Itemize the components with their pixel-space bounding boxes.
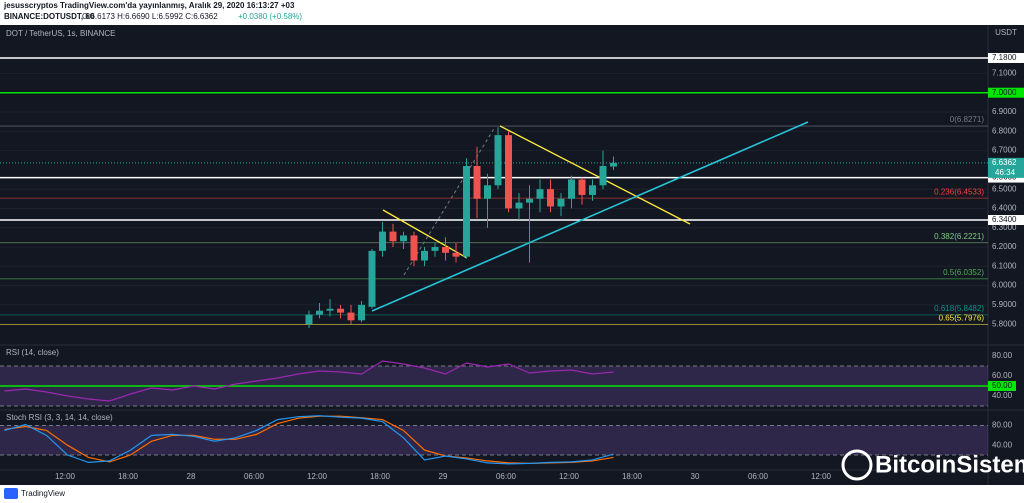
candle-body	[379, 231, 386, 251]
x-tick-label: 18:00	[118, 472, 139, 481]
candle-body	[484, 185, 491, 199]
y-tick-label: 80.00	[992, 351, 1013, 360]
x-tick-label: 30	[691, 472, 700, 481]
x-tick-label: 28	[187, 472, 196, 481]
candle-body	[316, 310, 323, 315]
stoch-title: Stoch RSI (3, 3, 14, 14, close)	[6, 413, 113, 422]
candle-body	[557, 198, 565, 207]
candle-body	[610, 162, 617, 167]
brand: TradingView	[21, 489, 65, 498]
candle-body	[515, 202, 523, 209]
y-tick-label: 6.8000	[992, 126, 1017, 135]
watermark: BitcoinSistemi	[875, 451, 1024, 478]
currency: USDT	[995, 28, 1017, 37]
candle-body	[389, 231, 397, 242]
y-tick-label: 6.7000	[992, 146, 1017, 155]
candle-body	[305, 314, 313, 325]
x-tick-label: 12:00	[559, 472, 580, 481]
candle-body	[326, 308, 334, 311]
x-tick-label: 06:00	[244, 472, 265, 481]
x-tick-label: 18:00	[622, 472, 643, 481]
trendline	[371, 121, 809, 312]
header-change: +0.0380 (+0.58%)	[238, 12, 302, 21]
candle-body	[568, 179, 575, 199]
symbol-title: DOT / TetherUS, 1s, BINANCE	[6, 29, 116, 38]
trendline	[499, 125, 691, 225]
header-symbol: BINANCE:DOTUSDT, 60	[4, 12, 95, 21]
footer	[0, 485, 1024, 503]
header-ohlc: O:6.6173 H:6.6690 L:6.5992 C:6.6362	[82, 12, 218, 21]
candle-body	[368, 250, 376, 307]
y-tick-label: 6.3000	[992, 223, 1017, 232]
level-label: 7.1800	[992, 53, 1017, 62]
price-tag	[988, 157, 1024, 178]
stoch-k	[4, 415, 614, 465]
candle-body	[578, 179, 586, 195]
y-tick-label: 6.5000	[992, 184, 1017, 193]
y-tick-label: 5.9000	[992, 300, 1017, 309]
stoch-band	[0, 425, 988, 456]
candle-body	[589, 185, 596, 195]
y-tick-label: 5.8000	[992, 319, 1017, 328]
level-label: 6.3400	[992, 215, 1017, 224]
x-tick-label: 12:00	[811, 472, 832, 481]
fib-trend	[403, 126, 496, 276]
candle-body	[347, 312, 355, 321]
candle-body	[505, 135, 512, 209]
candle-body	[599, 166, 607, 186]
trendline	[382, 209, 468, 259]
y-tick-label: 40.00	[992, 391, 1013, 400]
y-tick-label: 60.00	[992, 371, 1013, 380]
candle-body	[547, 189, 554, 207]
candle-body	[442, 247, 449, 253]
candle-body	[494, 135, 502, 186]
fib-label: 0.382(6.2221)	[934, 232, 984, 241]
candle-body	[463, 166, 470, 257]
candle-body	[473, 166, 481, 199]
candle-body	[421, 250, 428, 261]
fib-label: 0.5(6.0352)	[943, 268, 984, 277]
y-tick-label: 80.00	[992, 421, 1013, 430]
candle-body	[410, 235, 418, 261]
x-tick-label: 06:00	[496, 472, 517, 481]
chart-area	[0, 25, 1024, 485]
countdown: 46:34	[995, 168, 1016, 177]
candle-body	[536, 189, 544, 199]
x-tick-label: 12:00	[55, 472, 76, 481]
rsi-title: RSI (14, close)	[6, 348, 59, 357]
y-tick-label: 6.9000	[992, 107, 1017, 116]
rsi-line	[4, 360, 614, 402]
level-tag	[988, 381, 1016, 391]
level-tag	[988, 215, 1024, 226]
candle-body	[400, 235, 407, 242]
fib-label: 0.618(5.8482)	[934, 304, 984, 313]
candle-body	[337, 308, 344, 313]
level-label: 50.00	[992, 381, 1013, 390]
price-label: 6.6362	[992, 158, 1017, 167]
x-tick-label: 06:00	[748, 472, 769, 481]
fib-label: 0.65(5.7976)	[939, 314, 985, 323]
candle-body	[358, 304, 365, 321]
y-tick-label: 6.2000	[992, 242, 1017, 251]
header-line1: jesusscryptos TradingView.com'da yayınla…	[3, 1, 295, 10]
fib-label: 0(6.8271)	[950, 115, 985, 124]
level-tag	[988, 52, 1024, 63]
x-tick-label: 12:00	[307, 472, 328, 481]
y-tick-label: 6.1000	[992, 261, 1017, 270]
candle-body	[452, 252, 460, 257]
y-tick-label: 6.0000	[992, 281, 1017, 290]
watermark-icon	[841, 449, 873, 481]
fib-label: 0.236(6.4533)	[934, 187, 984, 196]
x-tick-label: 18:00	[370, 472, 391, 481]
level-tag	[988, 87, 1024, 98]
level-label: 7.0000	[992, 88, 1017, 97]
x-tick-label: 29	[439, 472, 448, 481]
tv-logo	[4, 488, 18, 499]
candle-body	[526, 198, 533, 203]
y-tick-label: 40.00	[992, 440, 1013, 449]
y-tick-label: 6.4000	[992, 204, 1017, 213]
candle-body	[431, 247, 439, 251]
y-tick-label: 7.1000	[992, 69, 1017, 78]
